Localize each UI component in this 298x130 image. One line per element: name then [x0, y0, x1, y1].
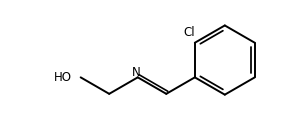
Text: Cl: Cl	[183, 26, 195, 39]
Text: HO: HO	[53, 71, 72, 84]
Text: N: N	[132, 66, 140, 79]
